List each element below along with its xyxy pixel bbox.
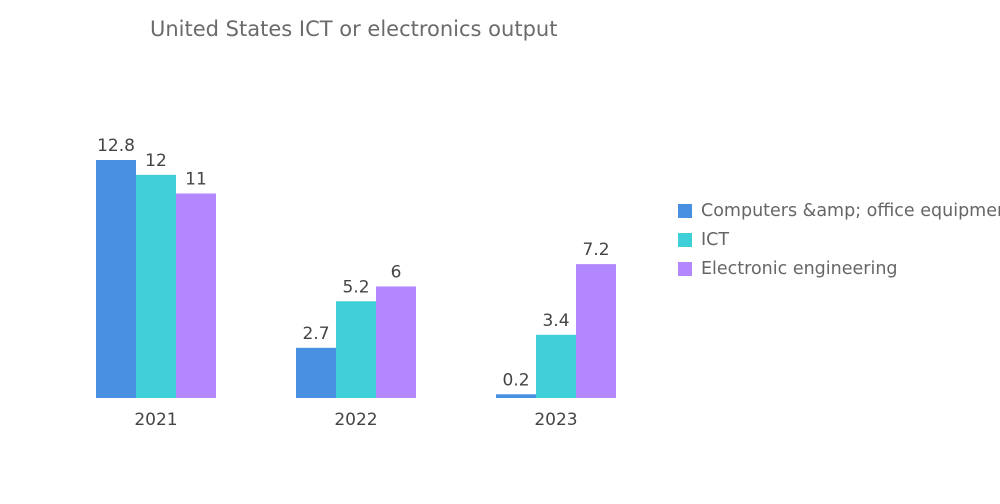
data-label: 7.2 [582, 240, 609, 260]
legend-item: Computers &amp; office equipment [678, 201, 1000, 221]
legend-item: ICT [678, 230, 1000, 250]
bar [576, 264, 616, 398]
chart-title: United States ICT or electronics output [150, 17, 558, 41]
legend-label: ICT [701, 230, 730, 250]
data-label: 3.4 [542, 311, 569, 331]
legend-swatch [678, 262, 692, 276]
data-label: 6 [391, 262, 402, 282]
bar [296, 347, 336, 398]
data-label: 12.8 [97, 136, 135, 156]
bar [136, 174, 176, 398]
x-tick-label: 2021 [134, 410, 177, 430]
legend-item: Electronic engineering [678, 259, 1000, 279]
legend-swatch [678, 204, 692, 218]
bar [536, 334, 576, 398]
bar [496, 394, 536, 398]
data-label: 11 [185, 169, 207, 189]
bar [376, 286, 416, 398]
legend-label: Computers &amp; office equipment [701, 201, 1000, 221]
bar [336, 301, 376, 398]
data-label: 2.7 [302, 324, 329, 344]
data-label: 0.2 [502, 370, 529, 390]
legend-swatch [678, 233, 692, 247]
data-label: 12 [145, 151, 167, 171]
x-tick-label: 2022 [334, 410, 377, 430]
legend-label: Electronic engineering [701, 259, 898, 279]
data-label: 5.2 [342, 277, 369, 297]
x-tick-label: 2023 [534, 410, 577, 430]
bar [176, 193, 216, 398]
bar [96, 160, 136, 398]
